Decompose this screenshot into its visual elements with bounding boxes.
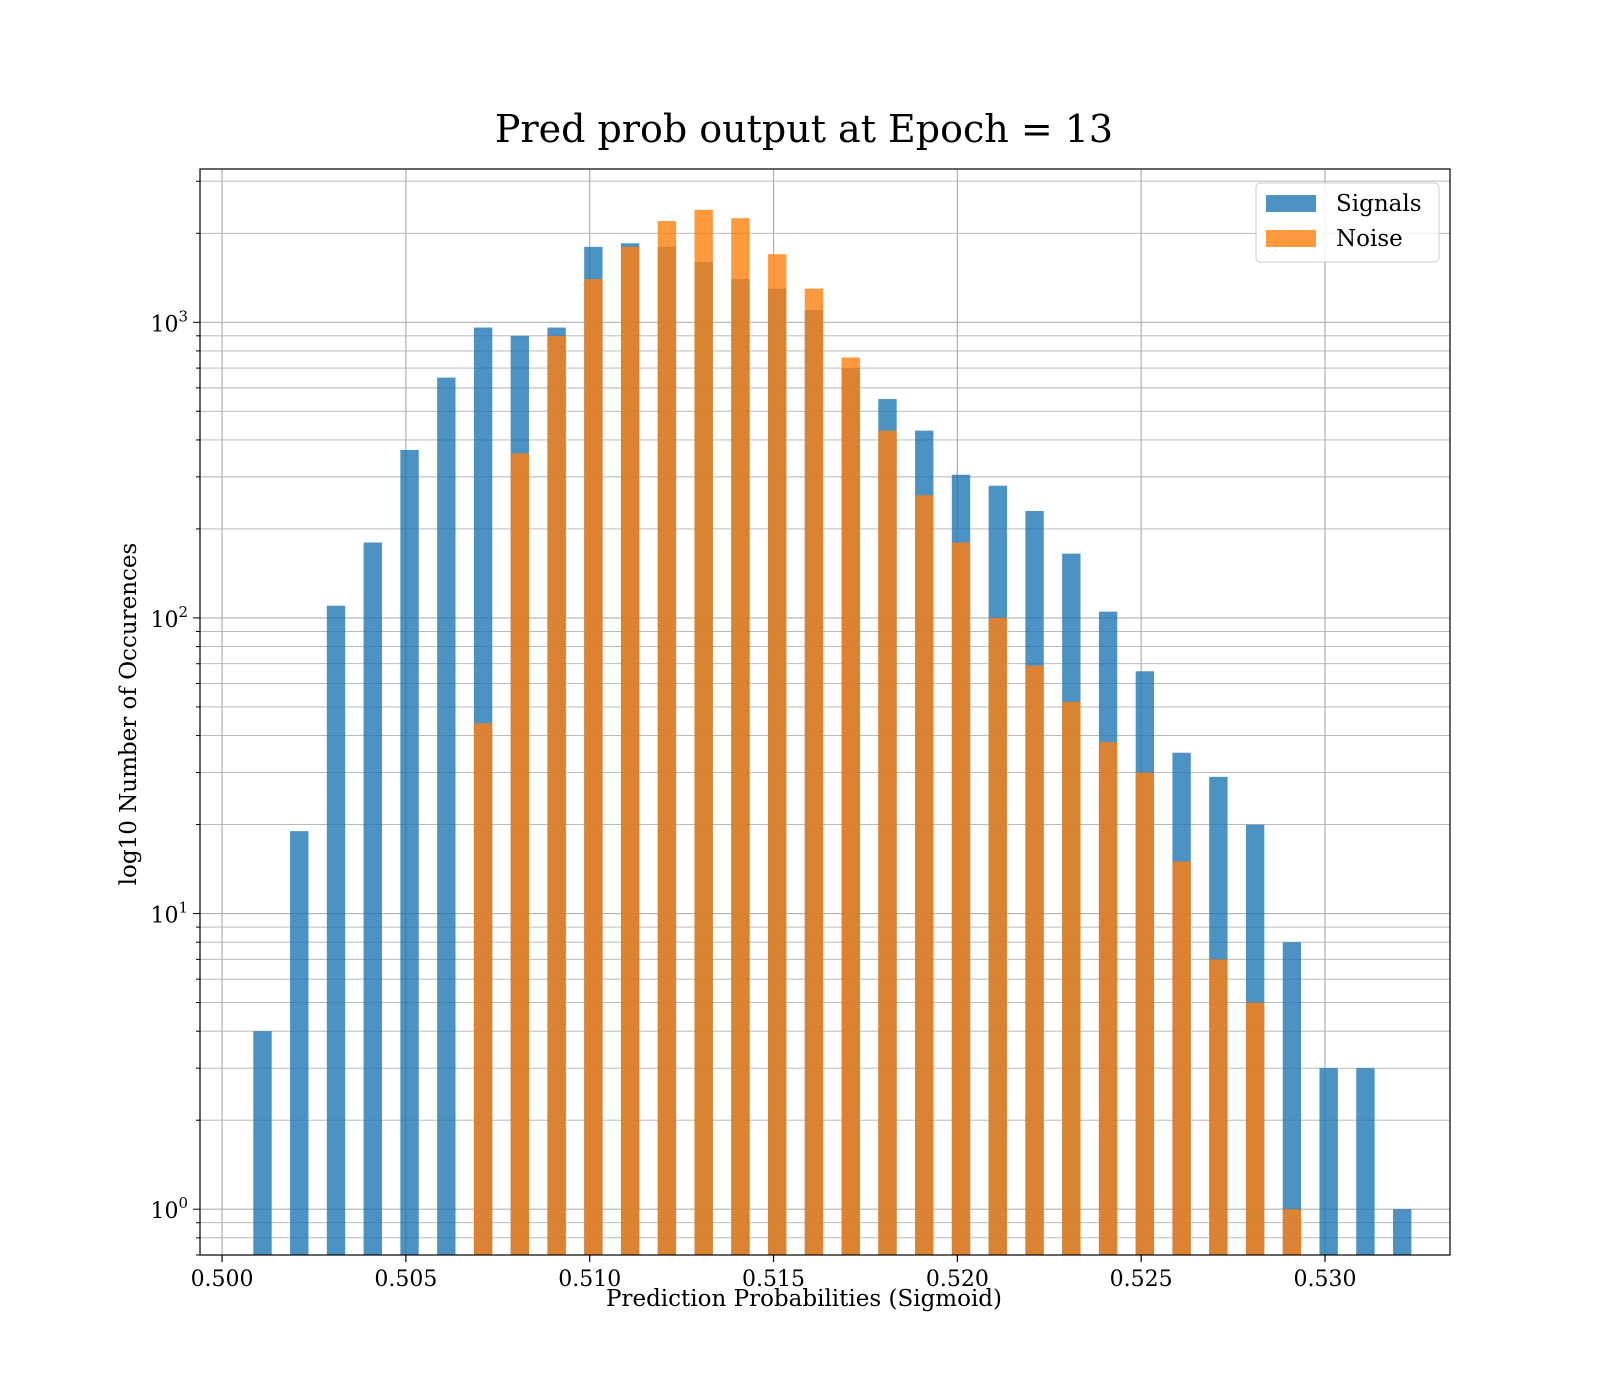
noise-bar [1209, 959, 1228, 1255]
x-tick-label: 0.500 [191, 1267, 254, 1292]
noise-bar [951, 542, 971, 1255]
signals-bar [363, 542, 382, 1255]
signals-bar [253, 1031, 272, 1255]
y-axis-title: log10 Number of Occurences [116, 543, 142, 886]
noise-bar [768, 254, 787, 1256]
noise-bar [731, 218, 750, 1255]
noise-bar [620, 246, 640, 1255]
signals-bar [1393, 1209, 1412, 1255]
axis-ticks: 0.500 0.505 0.510 0.515 0.520 0.525 0.530 100 10… [150, 180, 1357, 1292]
noise-bar [694, 209, 713, 1256]
signals-bar [400, 449, 419, 1255]
legend-swatch-signals [1266, 195, 1316, 212]
noise-bar [473, 723, 493, 1255]
y-tick-label: 102 [150, 603, 188, 633]
signals-bar [437, 377, 456, 1256]
legend-label-signals: Signals [1336, 191, 1422, 217]
chart-title: Pred prob output at Epoch = 13 [495, 107, 1113, 151]
x-tick-label: 0.525 [1110, 1267, 1173, 1292]
legend-swatch-noise [1266, 230, 1316, 247]
noise-bar [841, 357, 860, 1256]
noise-bar [510, 453, 530, 1255]
noise-bar [1245, 1002, 1265, 1255]
noise-bar [1098, 742, 1118, 1255]
signals-bar [1356, 1068, 1375, 1255]
noise-bar [804, 288, 824, 1255]
noise-bar [915, 495, 934, 1255]
noise-bar [547, 335, 566, 1255]
x-tick-label: 0.510 [558, 1267, 621, 1292]
signals-bar [290, 831, 309, 1255]
y-tick-label: 100 [150, 1194, 188, 1224]
noise-bar [1282, 1209, 1302, 1255]
bars [253, 209, 1412, 1256]
x-tick-label: 0.505 [374, 1267, 437, 1292]
y-tick-label: 101 [150, 899, 188, 929]
x-tick-label: 0.520 [926, 1267, 989, 1292]
legend: Signals Noise [1255, 182, 1440, 263]
noise-bar [657, 221, 677, 1255]
x-tick-label: 0.515 [742, 1267, 805, 1292]
noise-bar [584, 279, 603, 1255]
y-tick-label: 103 [150, 307, 188, 337]
signals-bar [326, 605, 346, 1255]
plot-frame [199, 168, 1451, 1256]
noise-bar [1025, 665, 1044, 1255]
signals-bar [1319, 1068, 1338, 1255]
noise-bar [988, 617, 1007, 1255]
noise-bar [1172, 861, 1191, 1255]
noise-bar [1135, 772, 1155, 1255]
noise-bar [878, 430, 897, 1255]
noise-bar [1062, 701, 1081, 1255]
x-tick-label: 0.530 [1294, 1267, 1357, 1292]
x-axis-title: Prediction Probabilities (Sigmoid) [606, 1286, 1002, 1312]
signals-bar [1282, 942, 1302, 1255]
legend-label-noise: Noise [1336, 226, 1403, 252]
